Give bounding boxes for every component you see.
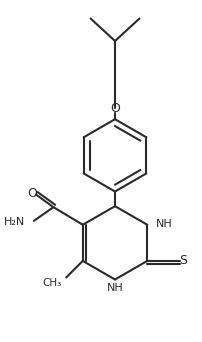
Text: NH: NH — [107, 283, 123, 293]
Text: H₂N: H₂N — [4, 217, 25, 227]
Text: O: O — [110, 102, 120, 115]
Text: O: O — [27, 187, 37, 200]
Text: NH: NH — [156, 219, 173, 229]
Text: S: S — [179, 254, 187, 267]
Text: CH₃: CH₃ — [42, 278, 61, 288]
